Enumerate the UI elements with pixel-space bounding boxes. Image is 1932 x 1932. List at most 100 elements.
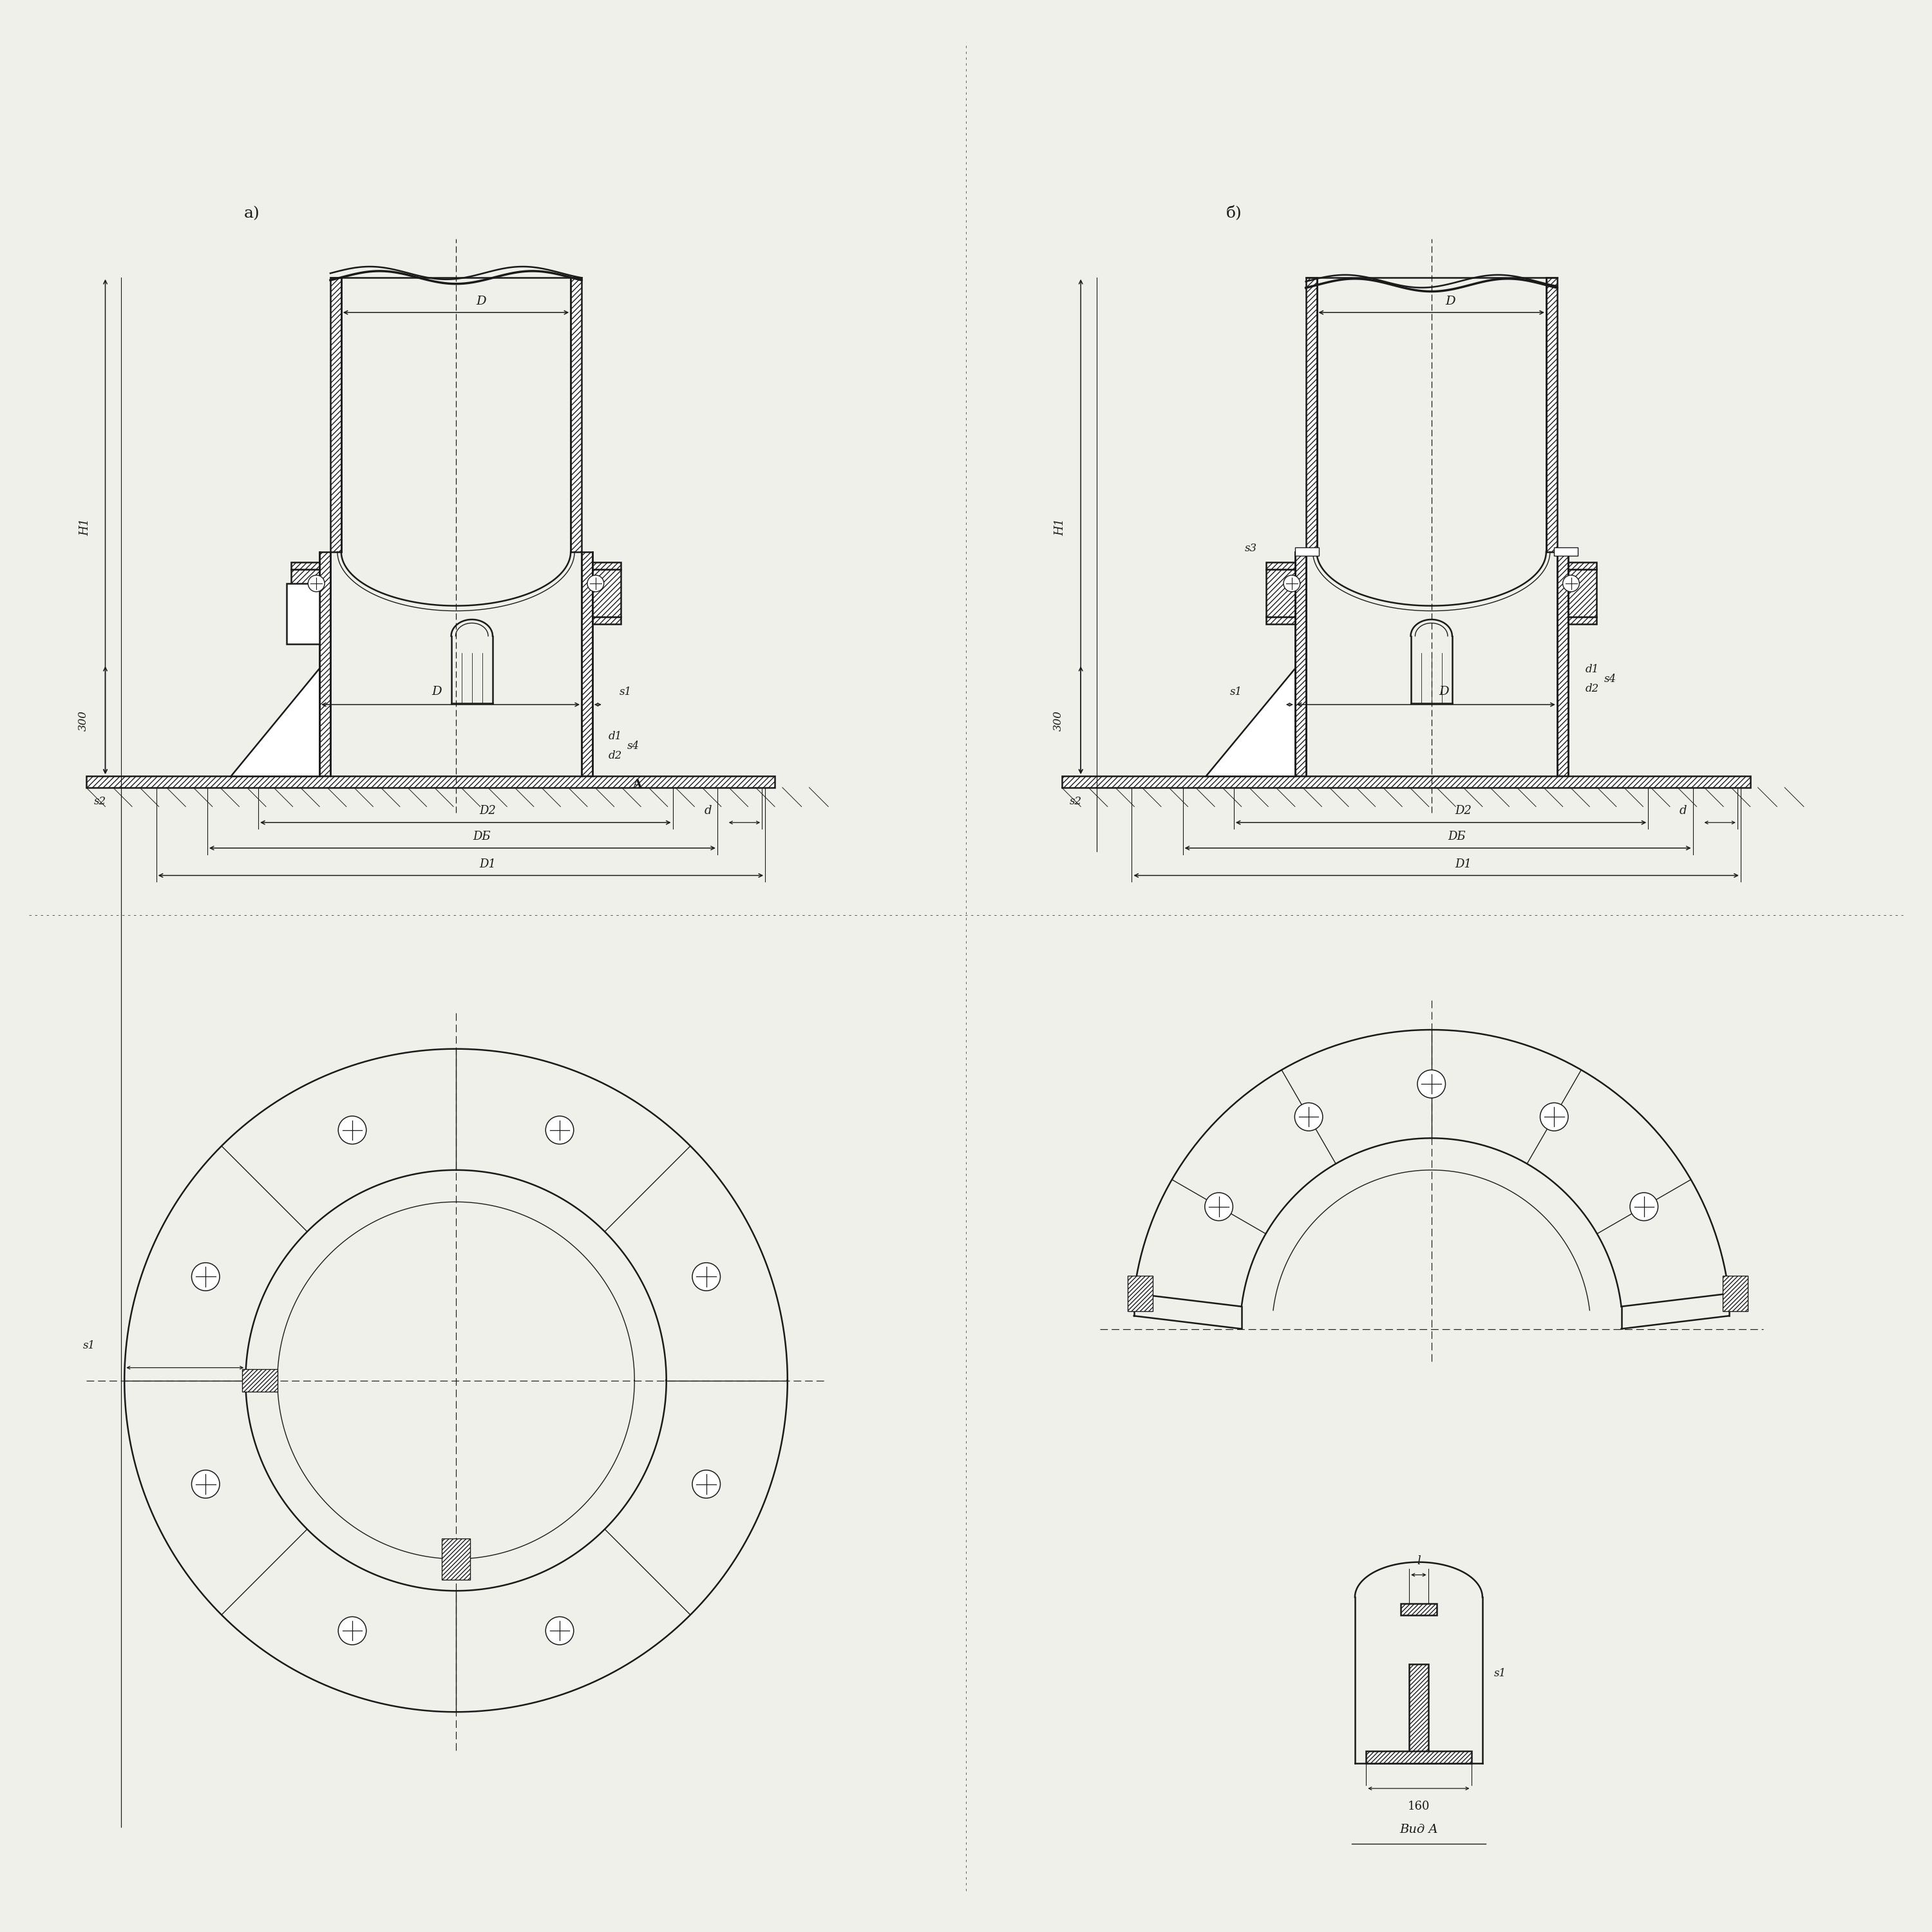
Bar <box>1265 562 1294 570</box>
Circle shape <box>1563 576 1578 591</box>
Text: s2: s2 <box>1068 796 1082 808</box>
Circle shape <box>545 1117 574 1144</box>
Bar <box>330 278 342 553</box>
Bar <box>319 553 330 777</box>
Bar <box>442 1538 469 1580</box>
Bar <box>1723 1275 1748 1312</box>
Text: s1: s1 <box>1231 686 1242 697</box>
Bar <box>1401 1604 1437 1615</box>
Circle shape <box>1206 1192 1233 1221</box>
Bar <box>593 616 620 624</box>
Bar <box>582 553 593 777</box>
Bar <box>1569 562 1596 570</box>
Bar <box>593 562 620 570</box>
Text: d2: d2 <box>609 750 622 761</box>
Text: d2: d2 <box>1584 684 1600 694</box>
Bar <box>330 278 342 553</box>
Text: D1: D1 <box>479 858 497 869</box>
Bar <box>1294 547 1320 556</box>
Bar <box>242 1370 278 1391</box>
Text: а): а) <box>243 207 261 220</box>
Bar <box>286 583 319 643</box>
Circle shape <box>692 1470 721 1497</box>
Text: s1: s1 <box>83 1341 95 1350</box>
Bar <box>1265 570 1294 616</box>
Bar <box>292 616 319 624</box>
Text: D: D <box>477 296 487 307</box>
Text: D2: D2 <box>479 806 497 817</box>
Bar <box>292 562 319 570</box>
Bar <box>292 562 319 570</box>
Bar <box>292 570 319 616</box>
Bar <box>1366 1750 1472 1762</box>
Bar <box>1546 278 1557 553</box>
Text: D2: D2 <box>1455 806 1472 817</box>
Bar <box>1569 562 1596 570</box>
Bar <box>1569 570 1596 616</box>
Text: DБ: DБ <box>1447 831 1466 842</box>
Bar <box>1401 1604 1437 1615</box>
Bar <box>570 278 582 553</box>
Bar <box>442 1538 469 1580</box>
Text: D: D <box>431 686 442 697</box>
Circle shape <box>1283 576 1300 591</box>
Bar <box>1128 1275 1153 1312</box>
Bar <box>593 562 620 570</box>
Bar <box>1569 570 1596 616</box>
Text: s4: s4 <box>1604 674 1617 684</box>
Text: D: D <box>1445 296 1455 307</box>
Text: d1: d1 <box>1584 665 1600 674</box>
Bar <box>1063 777 1750 788</box>
Bar <box>1294 553 1306 777</box>
Circle shape <box>1631 1192 1658 1221</box>
Bar <box>1723 1275 1748 1312</box>
Bar <box>1265 562 1294 570</box>
Text: DБ: DБ <box>473 831 491 842</box>
Text: d: d <box>703 806 711 817</box>
Circle shape <box>307 576 325 591</box>
Circle shape <box>338 1617 367 1644</box>
Polygon shape <box>1206 668 1294 777</box>
Bar <box>242 1370 278 1391</box>
Circle shape <box>545 1617 574 1644</box>
Circle shape <box>587 576 605 591</box>
Bar <box>1408 1663 1428 1762</box>
Circle shape <box>338 1117 367 1144</box>
Text: D1: D1 <box>1455 858 1472 869</box>
Bar <box>292 616 319 624</box>
Bar <box>1553 547 1578 556</box>
Text: s1: s1 <box>618 686 632 697</box>
Text: s2: s2 <box>95 796 106 808</box>
Bar <box>87 777 775 788</box>
Bar <box>292 570 319 616</box>
Text: H1: H1 <box>79 518 91 535</box>
Text: D: D <box>1439 686 1449 697</box>
Bar <box>1306 278 1318 553</box>
Text: d: d <box>1679 806 1687 817</box>
Bar <box>1408 1663 1428 1762</box>
Text: d1: d1 <box>609 730 622 742</box>
Bar <box>1546 278 1557 553</box>
Text: б): б) <box>1225 207 1242 220</box>
Bar <box>593 616 620 624</box>
Circle shape <box>1540 1103 1569 1130</box>
Bar <box>1265 616 1294 624</box>
Bar <box>582 553 593 777</box>
Polygon shape <box>230 668 319 777</box>
Bar <box>1366 1750 1472 1762</box>
Circle shape <box>692 1264 721 1291</box>
Bar <box>1265 570 1294 616</box>
Text: s4: s4 <box>628 740 639 752</box>
Bar <box>1306 278 1318 553</box>
Bar <box>87 777 775 788</box>
Text: s1: s1 <box>1493 1667 1507 1679</box>
Text: 300: 300 <box>1053 711 1065 730</box>
Text: s3: s3 <box>1244 543 1256 554</box>
Bar <box>1128 1275 1153 1312</box>
Circle shape <box>191 1264 220 1291</box>
Bar <box>570 278 582 553</box>
Text: 160: 160 <box>1408 1801 1430 1812</box>
Bar <box>1569 616 1596 624</box>
Text: H1: H1 <box>1055 518 1066 535</box>
Bar <box>319 553 330 777</box>
